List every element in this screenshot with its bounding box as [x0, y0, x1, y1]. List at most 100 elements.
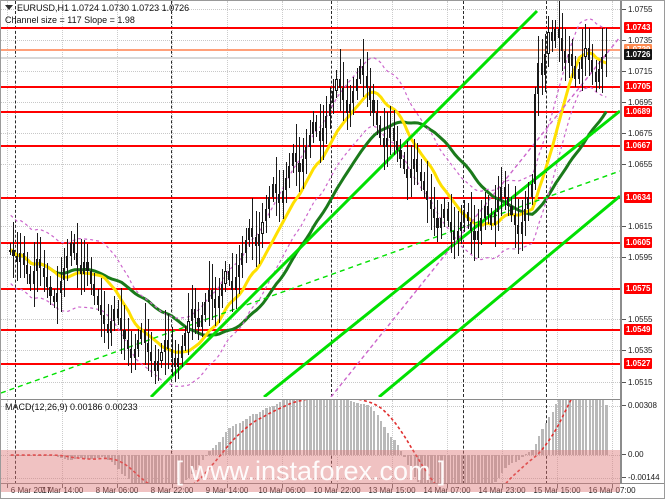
- candle-body: [163, 339, 166, 352]
- candle-body: [295, 153, 298, 163]
- candle-body: [12, 249, 15, 256]
- macd-histogram-bar: [188, 455, 191, 478]
- price-level-tag[interactable]: 1.0575: [624, 283, 653, 295]
- candle-body: [446, 209, 449, 222]
- candle-body: [25, 265, 28, 275]
- candle-body: [470, 221, 473, 231]
- candlestick: [503, 1, 507, 397]
- candlestick: [49, 1, 52, 397]
- price-level-tag[interactable]: 1.0705: [624, 81, 653, 93]
- macd-histogram-bar: [319, 400, 322, 456]
- candle-body: [110, 320, 113, 334]
- candlestick: [308, 1, 312, 397]
- macd-histogram-bar: [124, 455, 127, 477]
- candlestick: [537, 1, 540, 397]
- candlestick: [59, 1, 63, 397]
- macd-histogram-bar: [450, 455, 453, 484]
- candle-body: [62, 268, 65, 281]
- candlestick: [126, 1, 130, 397]
- candle-body: [486, 206, 490, 216]
- candle-body: [167, 339, 170, 349]
- tick-dash: [622, 257, 626, 259]
- macd-histogram-bar: [305, 400, 309, 456]
- candlestick: [32, 1, 36, 397]
- candle-body: [490, 215, 493, 225]
- candlestick: [557, 1, 561, 397]
- candlestick: [160, 1, 163, 397]
- candlestick: [581, 1, 584, 397]
- time-axis-tick: [62, 484, 63, 488]
- price-level-line: [1, 328, 620, 331]
- price-level-tag[interactable]: 1.0527: [624, 357, 653, 369]
- macd-histogram-bar: [595, 400, 598, 456]
- price-axis[interactable]: 1.0755 1.0735 1.0715 1.0695 1.0675 1.0655 1.06…: [620, 1, 664, 483]
- price-level-tag[interactable]: 1.0634: [624, 191, 653, 203]
- candlestick: [389, 1, 392, 397]
- macd-histogram-bar: [235, 424, 238, 455]
- candle-body: [190, 308, 193, 321]
- candle-body: [200, 314, 203, 328]
- candle-body: [224, 271, 227, 284]
- macd-histogram-bar: [356, 402, 359, 456]
- candle-body: [52, 296, 55, 303]
- candle-body: [46, 277, 49, 287]
- candle-body: [577, 69, 580, 79]
- candlestick: [496, 1, 500, 397]
- candlestick: [359, 1, 362, 397]
- candle-body: [335, 78, 338, 91]
- candlestick: [99, 1, 103, 397]
- price-level-tag[interactable]: 1.0743: [624, 22, 653, 34]
- channel-indicator-label: Channel size = 117 Slope = 1.98: [5, 15, 135, 25]
- time-axis-label: 8 Mar 22:00: [150, 486, 194, 495]
- price-level-tag[interactable]: 1.0667: [624, 140, 653, 152]
- candle-body: [597, 69, 601, 82]
- macd-histogram-bar: [295, 400, 299, 456]
- candlestick: [449, 1, 453, 397]
- chevron-down-icon[interactable]: [5, 5, 13, 10]
- candlestick: [409, 1, 413, 397]
- price-axis-tick: 1.0515: [622, 377, 664, 388]
- current-price-tag[interactable]: 1.0726: [624, 48, 653, 60]
- channel-upper-line: [149, 9, 539, 397]
- time-axis-tick: [557, 484, 558, 488]
- time-axis[interactable]: 6 Mar 2017 7 Mar 14:00 8 Mar 06:00 8 Mar 22…: [1, 483, 664, 498]
- candle-body: [503, 187, 506, 197]
- macd-histogram-bar: [561, 400, 564, 455]
- macd-grid-line: [1, 455, 620, 457]
- time-axis-tick: [7, 484, 8, 488]
- candlestick: [39, 1, 42, 397]
- macd-histogram-bar: [541, 429, 544, 455]
- macd-histogram-bar: [262, 409, 265, 455]
- macd-histogram-bar: [534, 443, 537, 456]
- candle-body: [534, 94, 537, 185]
- macd-histogram-bar: [255, 413, 258, 456]
- candlestick: [244, 1, 248, 397]
- grid-line-vertical: [612, 1, 613, 397]
- candlestick: [483, 1, 487, 397]
- price-level-tag[interactable]: 1.0605: [624, 236, 653, 248]
- macd-histogram-bar: [60, 455, 63, 459]
- price-level-line: [1, 111, 620, 114]
- candle-body: [604, 53, 607, 57]
- price-level-tag[interactable]: 1.0689: [624, 106, 653, 118]
- candle-body: [315, 122, 318, 132]
- candle-body: [517, 224, 520, 234]
- candlestick: [227, 1, 231, 397]
- macd-histogram-bar: [602, 400, 605, 456]
- price-level-line: [1, 86, 620, 89]
- macd-pane[interactable]: MACD(12,26,9) 0.00186 0.00233: [1, 399, 620, 484]
- tick-dash: [622, 405, 626, 406]
- candle-body: [123, 330, 126, 340]
- price-level-tag[interactable]: 1.0549: [624, 323, 653, 335]
- candlestick: [523, 1, 527, 397]
- price-axis-tick: 1.0735: [622, 35, 664, 46]
- macd-histogram-bar: [366, 405, 369, 456]
- candle-body: [69, 243, 72, 256]
- candlestick: [453, 1, 456, 397]
- price-chart-pane[interactable]: [1, 1, 620, 397]
- macd-histogram-bar: [225, 432, 228, 456]
- macd-histogram-bar: [53, 455, 56, 456]
- candlestick: [507, 1, 510, 397]
- candle-body: [227, 271, 230, 281]
- macd-histogram-bar: [177, 455, 181, 484]
